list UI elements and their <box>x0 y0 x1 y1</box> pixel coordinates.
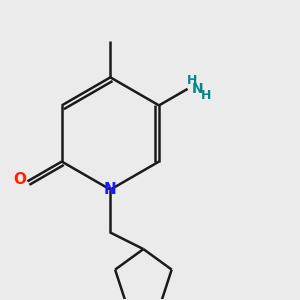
Text: N: N <box>192 82 203 96</box>
Text: N: N <box>104 182 117 197</box>
Text: H: H <box>201 89 211 102</box>
Text: H: H <box>188 74 198 87</box>
Text: O: O <box>14 172 27 187</box>
